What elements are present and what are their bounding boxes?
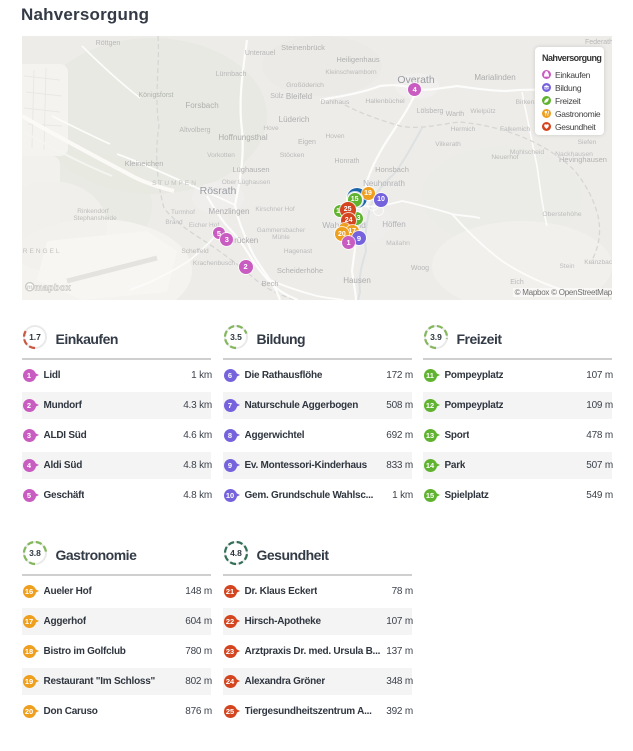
svg-text:Dahlhaus: Dahlhaus: [321, 99, 350, 106]
svg-text:Overath: Overath: [397, 74, 435, 86]
svg-text:Gammersbacher: Gammersbacher: [257, 227, 306, 234]
svg-text:Federath: Federath: [585, 39, 612, 46]
svg-text:mapbox: mapbox: [35, 283, 72, 293]
svg-text:Hoffnungsthal: Hoffnungsthal: [218, 133, 267, 142]
svg-text:Lölsberg: Lölsberg: [417, 108, 444, 115]
svg-text:Scheiderhöhe: Scheiderhöhe: [277, 266, 323, 275]
svg-text:Nackhausen: Nackhausen: [555, 151, 593, 158]
svg-text:Rinkendorf: Rinkendorf: [77, 208, 109, 215]
svg-text:Neuhonrath: Neuhonrath: [363, 179, 405, 188]
svg-text:brücken: brücken: [230, 236, 258, 245]
svg-text:Vorkotten: Vorkotten: [207, 152, 235, 159]
svg-text:Röttgen: Röttgen: [96, 40, 121, 47]
svg-text:Menzlingen: Menzlingen: [209, 207, 250, 216]
svg-text:STUMPEN: STUMPEN: [152, 180, 198, 187]
svg-text:Lüderich: Lüderich: [279, 115, 310, 124]
svg-text:Höffen: Höffen: [382, 220, 405, 229]
svg-text:Lünnbach: Lünnbach: [216, 71, 247, 78]
svg-text:Hevinghausen: Hevinghausen: [559, 155, 607, 164]
svg-text:Stein: Stein: [559, 263, 574, 270]
svg-text:Honrath: Honrath: [335, 158, 360, 165]
svg-text:Birken: Birken: [516, 99, 535, 106]
svg-text:Oberstehöhe: Oberstehöhe: [542, 211, 582, 218]
svg-text:Marialinden: Marialinden: [474, 73, 515, 82]
svg-text:BRENGEL: BRENGEL: [22, 248, 62, 255]
svg-text:m: m: [27, 284, 33, 291]
svg-text:Hove: Hove: [263, 125, 279, 132]
svg-text:Warth: Warth: [446, 111, 465, 118]
svg-text:Eich: Eich: [510, 279, 524, 286]
svg-text:Steinenbrück: Steinenbrück: [281, 43, 325, 52]
svg-text:Sülz: Sülz: [270, 93, 284, 100]
svg-text:Rösrath: Rösrath: [200, 185, 237, 197]
svg-text:Altvolberg: Altvolberg: [179, 127, 210, 134]
svg-text:Eicher Hof: Eicher Hof: [189, 222, 220, 229]
svg-text:Wielpütz: Wielpütz: [470, 108, 495, 115]
svg-text:3.8: 3.8: [29, 548, 41, 558]
svg-text:Hoven: Hoven: [325, 133, 344, 140]
svg-text:Brand: Brand: [165, 219, 183, 226]
svg-text:Honsbach: Honsbach: [375, 165, 409, 174]
svg-text:Vilkerath: Vilkerath: [435, 141, 461, 148]
svg-text:Siefen: Siefen: [578, 139, 597, 146]
svg-text:Kleinschwamborn: Kleinschwamborn: [325, 69, 377, 76]
svg-text:Stephansheide: Stephansheide: [73, 215, 117, 222]
svg-text:Heiligenhaus: Heiligenhaus: [336, 55, 380, 64]
svg-text:Kränzbach: Kränzbach: [584, 259, 612, 266]
svg-text:Mühle: Mühle: [272, 234, 290, 241]
svg-text:Mailahn: Mailahn: [386, 240, 410, 247]
svg-text:3.5: 3.5: [230, 332, 242, 342]
svg-text:3.9: 3.9: [430, 332, 442, 342]
svg-text:Neuerhof: Neuerhof: [491, 154, 518, 161]
svg-text:Scheffeld: Scheffeld: [181, 248, 209, 255]
svg-text:Ober Lüghausen: Ober Lüghausen: [222, 179, 271, 186]
svg-text:Eigen: Eigen: [298, 139, 316, 146]
svg-text:Hermich: Hermich: [451, 126, 476, 133]
svg-text:Kleineichen: Kleineichen: [125, 159, 164, 168]
svg-text:Forsbach: Forsbach: [185, 101, 218, 110]
svg-text:Bech: Bech: [261, 279, 278, 288]
svg-text:Lüghausen: Lüghausen: [232, 165, 269, 174]
svg-text:Großöderich: Großöderich: [286, 82, 324, 89]
svg-text:Turmhof: Turmhof: [171, 209, 195, 216]
svg-text:4.8: 4.8: [230, 548, 242, 558]
svg-text:Stöcken: Stöcken: [280, 152, 305, 159]
svg-text:Woog: Woog: [411, 265, 429, 272]
svg-text:Unterauel: Unterauel: [245, 50, 276, 57]
svg-text:Bleifeld: Bleifeld: [286, 92, 312, 101]
svg-text:Falkemich: Falkemich: [500, 126, 530, 133]
svg-text:Mohlscheid: Mohlscheid: [510, 149, 545, 156]
svg-text:Hagenast: Hagenast: [284, 248, 312, 255]
svg-text:1.7: 1.7: [29, 332, 41, 342]
svg-text:Hallenbüchel: Hallenbüchel: [365, 98, 405, 105]
svg-text:Kirschner Hof: Kirschner Hof: [255, 206, 295, 213]
svg-text:Hausen: Hausen: [343, 276, 371, 285]
svg-text:Königsforst: Königsforst: [138, 92, 173, 99]
svg-text:Krachenbusch: Krachenbusch: [193, 260, 235, 267]
